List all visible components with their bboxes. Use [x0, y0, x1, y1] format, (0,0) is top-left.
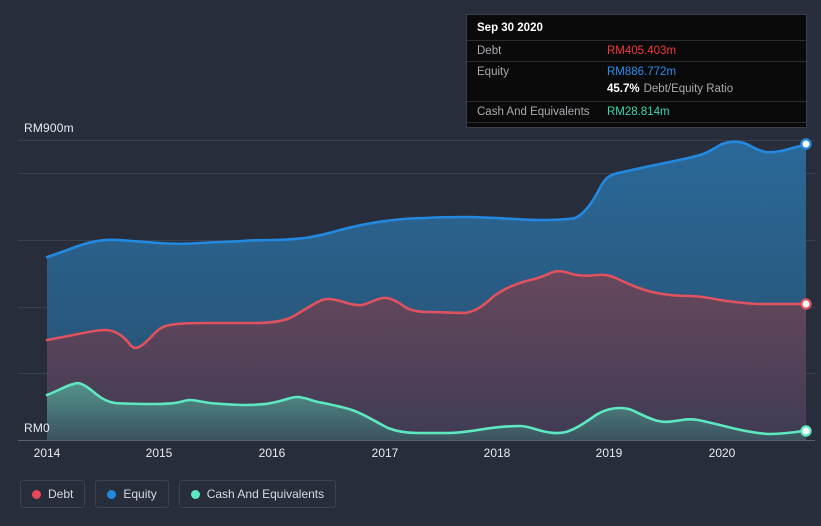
x-tick-2018: 2018: [483, 446, 511, 460]
equity-line: [45, 140, 808, 259]
legend-item-equity[interactable]: Equity: [95, 480, 169, 508]
tooltip-ratio-value: 45.7%: [607, 83, 640, 95]
x-tick-2017: 2017: [371, 446, 399, 460]
legend-item-debt[interactable]: Debt: [20, 480, 86, 508]
debt-area: [47, 271, 806, 440]
legend-label-debt: Debt: [48, 487, 74, 501]
x-tick-2015: 2015: [145, 446, 173, 460]
tooltip-row-debt: Debt RM405.403m: [467, 40, 806, 61]
y-axis-zero-label: RM0: [24, 421, 50, 435]
cash-area: [47, 383, 806, 440]
tooltip-debt-value: RM405.403m: [607, 45, 677, 57]
tooltip-ratio-label: Debt/Equity Ratio: [643, 83, 734, 95]
tooltip-footer-rule: [467, 122, 806, 127]
cash-color-dot: [190, 489, 200, 499]
equity-color-dot: [107, 489, 117, 499]
legend-item-cash[interactable]: Cash And Equivalents: [178, 480, 337, 508]
debt-color-dot: [32, 489, 41, 499]
x-tick-2014: 2014: [33, 446, 61, 460]
tooltip-row-ratio: 45.7% Debt/Equity Ratio: [467, 82, 806, 101]
x-tick-2019: 2019: [595, 446, 623, 460]
tooltip-equity-label: Equity: [477, 66, 509, 78]
legend-label-cash: Cash And Equivalents: [206, 487, 325, 501]
x-tick-2016: 2016: [258, 446, 286, 460]
tooltip-cash-value: RM28.814m: [607, 106, 670, 118]
cash-endpoint-marker: [800, 425, 812, 437]
chart-legend: Debt Equity Cash And Equivalents: [20, 480, 337, 508]
chart-svg: [18, 138, 815, 441]
tooltip-equity-value: RM886.772m: [607, 66, 677, 78]
chart-tooltip: Sep 30 2020 Debt RM405.403m Equity RM886…: [466, 14, 807, 128]
debt-line: [45, 269, 808, 350]
x-tick-2020: 2020: [708, 446, 736, 460]
chart-plot-area: RM900m RM0 2014 2015 2016 2017 2018 2019…: [18, 121, 815, 460]
y-axis-top-label: RM900m: [24, 121, 74, 135]
debt-endpoint-marker: [800, 298, 812, 310]
cash-line: [45, 381, 808, 436]
tooltip-date: Sep 30 2020: [477, 22, 543, 34]
tooltip-row-equity: Equity RM886.772m: [467, 61, 806, 82]
tooltip-debt-label: Debt: [477, 45, 502, 57]
legend-label-equity: Equity: [123, 487, 157, 501]
tooltip-row-cash: Cash And Equivalents RM28.814m: [467, 101, 806, 122]
equity-endpoint-marker: [800, 138, 812, 150]
tooltip-cash-label: Cash And Equivalents: [477, 106, 590, 118]
